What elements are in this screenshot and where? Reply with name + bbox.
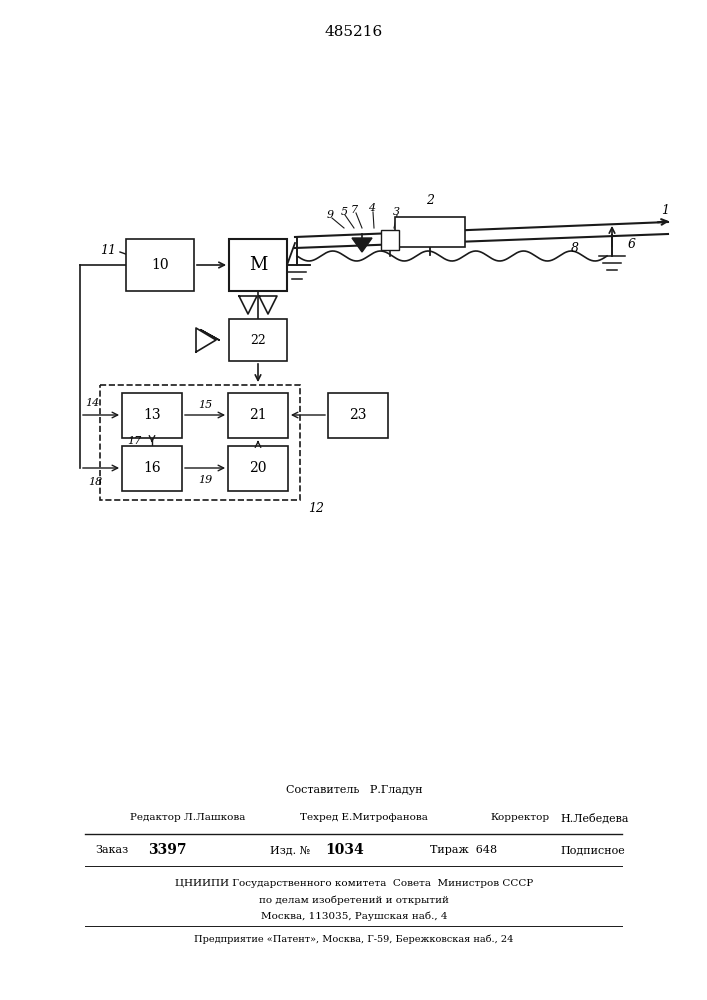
Text: 15: 15 bbox=[198, 400, 212, 410]
Text: Редактор Л.Лашкова: Редактор Л.Лашкова bbox=[130, 814, 245, 822]
Polygon shape bbox=[352, 238, 372, 252]
Text: Предприятие «Патент», Москва, Г-59, Бережковская наб., 24: Предприятие «Патент», Москва, Г-59, Бере… bbox=[194, 934, 514, 944]
Text: 3: 3 bbox=[392, 207, 399, 217]
Text: Заказ: Заказ bbox=[95, 845, 128, 855]
Text: 7: 7 bbox=[351, 205, 358, 215]
Text: Москва, 113035, Раушская наб., 4: Москва, 113035, Раушская наб., 4 bbox=[261, 911, 448, 921]
Bar bbox=[395, 217, 465, 247]
Text: 18: 18 bbox=[88, 477, 102, 487]
Bar bbox=[328, 392, 388, 438]
Bar bbox=[228, 392, 288, 438]
Bar bbox=[229, 319, 287, 361]
Text: Составитель   Р.Гладун: Составитель Р.Гладун bbox=[286, 785, 422, 795]
Text: 22: 22 bbox=[250, 334, 266, 347]
Text: M: M bbox=[249, 256, 267, 274]
Bar bbox=[228, 446, 288, 490]
Text: Н.Лебедева: Н.Лебедева bbox=[560, 813, 629, 823]
Text: 19: 19 bbox=[198, 475, 212, 485]
Text: 485216: 485216 bbox=[325, 25, 383, 39]
Text: 6: 6 bbox=[628, 238, 636, 251]
Text: 10: 10 bbox=[151, 258, 169, 272]
Bar bbox=[126, 239, 194, 291]
Text: 3397: 3397 bbox=[148, 843, 187, 857]
Text: 8: 8 bbox=[571, 241, 579, 254]
Bar bbox=[229, 239, 287, 291]
Bar bbox=[122, 446, 182, 490]
Text: Техред Е.Митрофанова: Техред Е.Митрофанова bbox=[300, 814, 428, 822]
Text: 13: 13 bbox=[144, 408, 160, 422]
Text: по делам изобретений и открытий: по делам изобретений и открытий bbox=[259, 895, 449, 905]
Text: 5: 5 bbox=[341, 207, 348, 217]
Text: 17: 17 bbox=[127, 436, 141, 446]
Text: 11: 11 bbox=[100, 243, 116, 256]
Bar bbox=[122, 392, 182, 438]
Text: 20: 20 bbox=[250, 461, 267, 475]
Text: 12: 12 bbox=[308, 502, 324, 514]
Text: 4: 4 bbox=[368, 203, 375, 213]
Text: Тираж  648: Тираж 648 bbox=[430, 845, 497, 855]
Text: 16: 16 bbox=[144, 461, 160, 475]
Text: Подписное: Подписное bbox=[560, 845, 625, 855]
Text: 2: 2 bbox=[426, 194, 434, 207]
Text: 1: 1 bbox=[661, 204, 669, 217]
Text: Изд. №: Изд. № bbox=[270, 845, 310, 855]
Text: Корректор: Корректор bbox=[490, 814, 549, 822]
Bar bbox=[381, 230, 399, 250]
Bar bbox=[100, 385, 300, 500]
Text: ЦНИИПИ Государственного комитета  Совета  Министров СССР: ЦНИИПИ Государственного комитета Совета … bbox=[175, 880, 533, 888]
Text: 21: 21 bbox=[249, 408, 267, 422]
Text: 14: 14 bbox=[85, 398, 99, 408]
Text: 1034: 1034 bbox=[325, 843, 363, 857]
Text: 9: 9 bbox=[327, 210, 334, 220]
Text: 23: 23 bbox=[349, 408, 367, 422]
